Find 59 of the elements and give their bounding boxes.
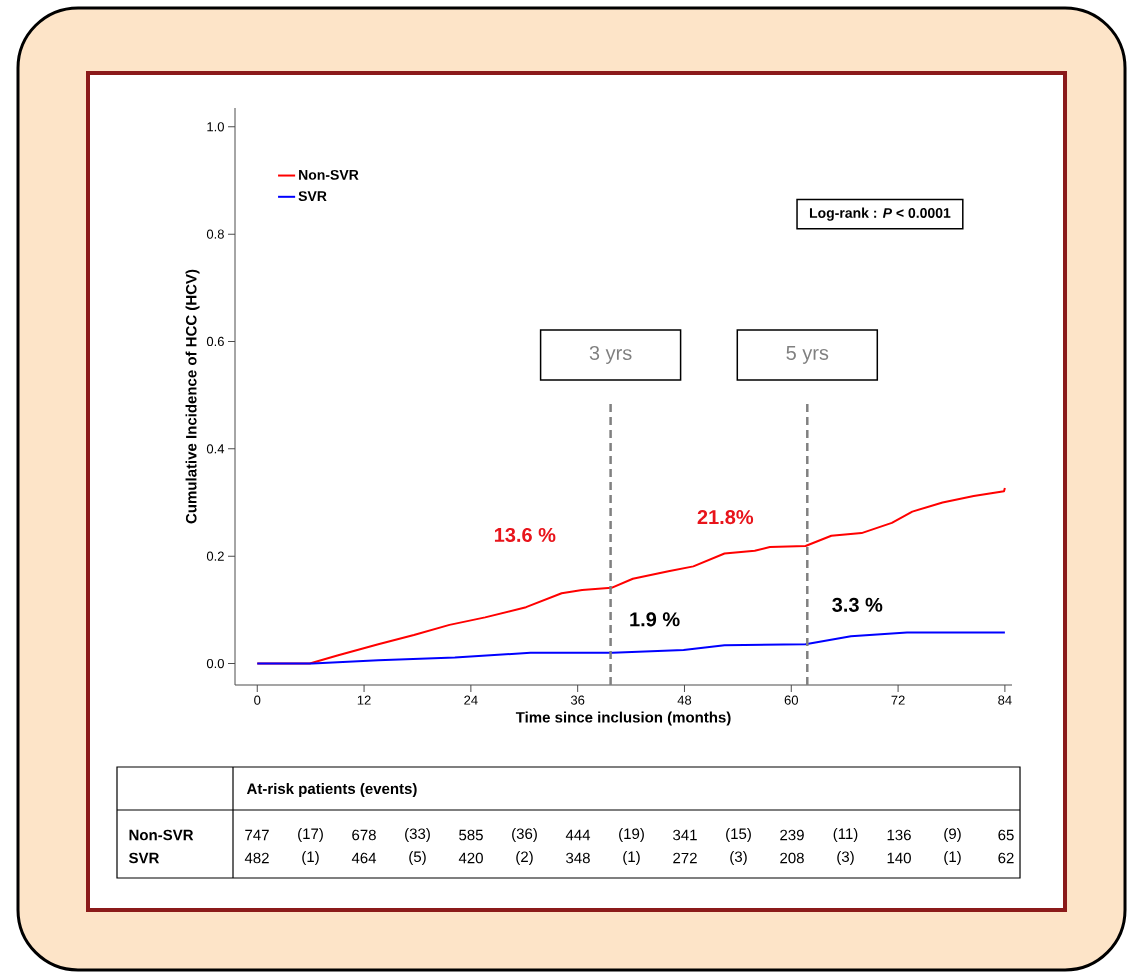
y-tick-label: 0.6 <box>206 336 224 347</box>
annotation: 3.3 % <box>832 597 883 612</box>
text: (33) <box>405 828 430 842</box>
text: 62 <box>998 852 1014 864</box>
line-series <box>256 631 1006 665</box>
y-tick-label: 0.4 <box>206 444 225 454</box>
legend-label: SVR <box>298 191 327 202</box>
text: 747 <box>245 829 269 841</box>
text: (17) <box>298 828 323 842</box>
annotation: Log-rank : P < 0.0001 <box>809 207 951 221</box>
text: (15) <box>726 828 751 842</box>
text: 482 <box>244 852 269 864</box>
y-tick-label: 0.2 <box>206 551 224 561</box>
x-tick-label: 60 <box>784 695 798 705</box>
legend-label: Non-SVR <box>299 169 359 180</box>
text: (9) <box>944 828 961 842</box>
text: Non-SVR <box>129 829 194 841</box>
text: 348 <box>566 852 590 864</box>
y-tick-label: 0.8 <box>206 229 224 239</box>
ref-line-label: 3 yrs <box>589 345 632 365</box>
x-tick-label: 72 <box>891 695 905 705</box>
text: 444 <box>565 829 591 841</box>
text: At-risk patients (events) <box>246 783 417 797</box>
x-tick-label: 36 <box>570 695 585 705</box>
text: (5) <box>409 851 426 865</box>
y-tick-label: 0.0 <box>206 658 224 669</box>
text: SVR <box>128 852 160 864</box>
annotation: 13.6 % <box>494 527 556 543</box>
text: (11) <box>833 828 858 842</box>
annotation: 21.8% <box>697 510 754 525</box>
ref-line-label: 5 yrs <box>786 346 829 364</box>
x-axis-title: Time since inclusion (months) <box>515 711 731 726</box>
text: (2) <box>516 851 533 865</box>
x-tick-label: 24 <box>464 695 478 705</box>
annotation: 1.9 % <box>630 612 680 627</box>
text: 585 <box>459 829 483 841</box>
text: 140 <box>887 852 911 864</box>
text: 678 <box>352 829 376 841</box>
text: 239 <box>780 829 804 841</box>
text: 65 <box>998 829 1014 841</box>
text: 420 <box>458 852 483 864</box>
x-tick-label: 84 <box>998 695 1012 705</box>
text: 341 <box>673 829 697 841</box>
text: (1) <box>302 851 319 865</box>
text: (1) <box>623 851 640 865</box>
text: (3) <box>730 851 747 865</box>
text: (36) <box>512 828 537 842</box>
text: 464 <box>351 852 377 864</box>
x-tick-label: 12 <box>357 695 371 705</box>
x-tick-label: 48 <box>677 695 692 705</box>
text: 208 <box>780 852 804 864</box>
text: (19) <box>619 828 644 842</box>
text: 272 <box>673 852 697 864</box>
y-axis-title: Cumulative Incidence of HCC (HCV) <box>185 269 200 524</box>
text: 136 <box>887 829 911 841</box>
y-tick-label: 1.0 <box>207 122 224 132</box>
text: (3) <box>837 851 854 865</box>
text: (1) <box>944 851 961 865</box>
x-tick-label: 0 <box>254 695 261 705</box>
